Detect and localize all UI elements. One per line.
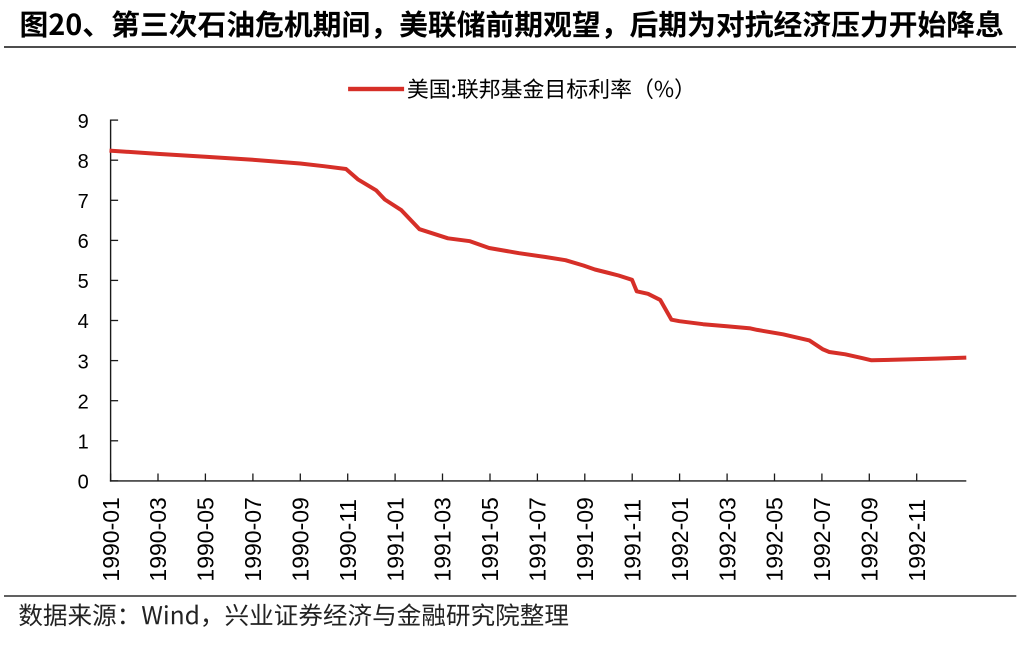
svg-text:9: 9 bbox=[78, 111, 89, 133]
svg-text:1990-07: 1990-07 bbox=[240, 497, 266, 581]
svg-text:1992-07: 1992-07 bbox=[809, 497, 835, 581]
svg-text:2: 2 bbox=[78, 391, 89, 413]
svg-text:1992-03: 1992-03 bbox=[714, 497, 740, 581]
svg-text:1991-01: 1991-01 bbox=[382, 497, 408, 581]
svg-text:1990-11: 1990-11 bbox=[335, 499, 361, 582]
svg-text:1991-09: 1991-09 bbox=[572, 497, 598, 581]
svg-text:1992-11: 1992-11 bbox=[904, 499, 930, 582]
svg-text:1991-05: 1991-05 bbox=[477, 497, 503, 581]
svg-text:3: 3 bbox=[78, 351, 89, 373]
svg-text:1992-05: 1992-05 bbox=[762, 497, 788, 581]
svg-text:1990-09: 1990-09 bbox=[288, 497, 314, 581]
svg-text:1990-01: 1990-01 bbox=[98, 497, 124, 581]
svg-text:1992-09: 1992-09 bbox=[857, 497, 883, 581]
svg-text:4: 4 bbox=[78, 311, 89, 333]
svg-text:1: 1 bbox=[78, 432, 89, 454]
svg-text:1991-07: 1991-07 bbox=[525, 497, 551, 581]
svg-text:1990-05: 1990-05 bbox=[193, 497, 219, 581]
svg-text:1991-03: 1991-03 bbox=[430, 497, 456, 581]
svg-text:8: 8 bbox=[78, 151, 89, 173]
svg-text:1992-01: 1992-01 bbox=[667, 497, 693, 581]
svg-text:1990-03: 1990-03 bbox=[145, 497, 171, 581]
svg-text:6: 6 bbox=[78, 231, 89, 253]
svg-text:7: 7 bbox=[78, 191, 89, 213]
svg-text:0: 0 bbox=[78, 472, 89, 494]
svg-text:5: 5 bbox=[78, 271, 89, 293]
svg-text:1991-11: 1991-11 bbox=[619, 499, 645, 582]
